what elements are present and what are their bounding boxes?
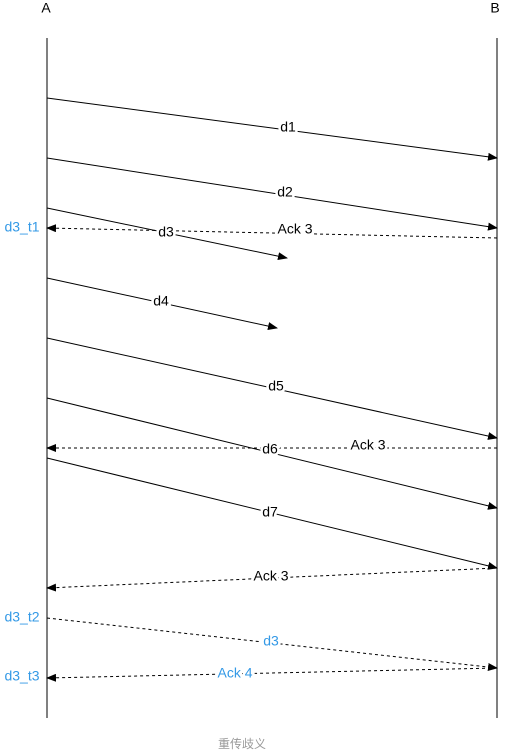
message-label: d5: [268, 378, 284, 394]
message-label: d3: [263, 633, 279, 649]
message-label: Ack 3: [253, 568, 288, 584]
message-arrow: [46, 667, 498, 682]
message-arrow: [46, 457, 498, 570]
caption: 重传歧义: [218, 736, 266, 751]
message-arrow: [46, 207, 288, 261]
time-label: d3_t2: [4, 609, 39, 625]
message-label: d6: [262, 441, 278, 457]
message-arrow: [46, 337, 498, 440]
message-label: d7: [262, 504, 278, 520]
participant: B: [490, 0, 499, 16]
message-label: d1: [280, 119, 296, 135]
message-label: Ack 4: [217, 665, 252, 681]
message-label: d3: [158, 224, 174, 240]
message-label: Ack 3: [277, 221, 312, 237]
message-arrow: [46, 277, 278, 330]
message-label: d4: [153, 293, 169, 309]
message-label: Ack 3: [350, 437, 385, 453]
message-arrow: [46, 157, 498, 231]
time-label: d3_t3: [4, 668, 39, 684]
participant: A: [41, 0, 51, 16]
message-arrow: [46, 224, 498, 239]
message-arrow: [46, 97, 498, 161]
time-label: d3_t1: [4, 219, 39, 235]
message-label: d2: [277, 184, 293, 200]
message-arrow: [46, 397, 498, 510]
